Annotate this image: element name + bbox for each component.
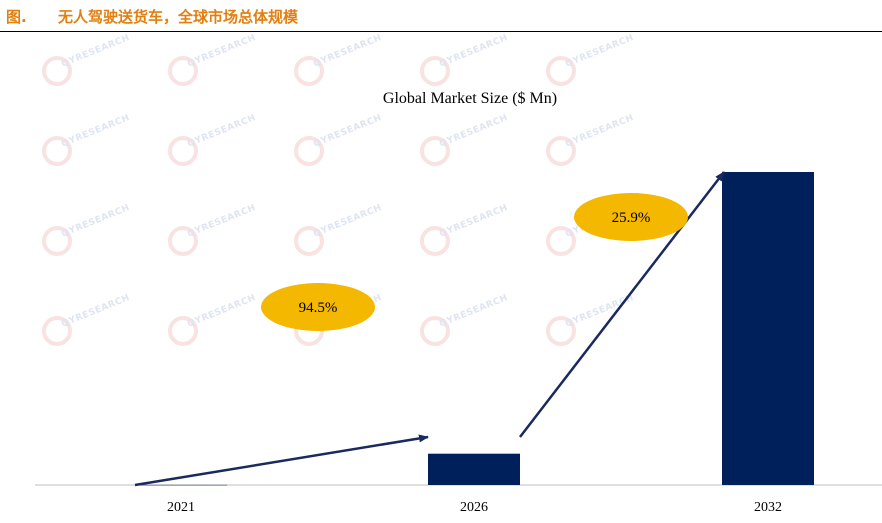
x-tick-label: 2032 xyxy=(754,500,782,515)
growth-rate-badge xyxy=(261,283,375,331)
chart-title: Global Market Size ($ Mn) xyxy=(383,90,557,107)
growth-arrow xyxy=(134,434,429,487)
growth-rate-label: 94.5% xyxy=(299,300,338,316)
bar-2026 xyxy=(428,453,520,485)
figure-header: 图. 无人驾驶送货车，全球市场总体规模 xyxy=(0,0,882,32)
growth-rate-badge xyxy=(574,193,688,241)
x-tick-label: 2021 xyxy=(167,500,195,515)
growth-arrow xyxy=(519,171,725,438)
x-tick-label: 2026 xyxy=(460,500,488,515)
growth-rate-label: 25.9% xyxy=(612,210,651,226)
figure-title: 无人驾驶送货车，全球市场总体规模 xyxy=(58,8,299,26)
header-divider xyxy=(0,31,882,32)
figure-label: 图. xyxy=(6,8,27,26)
bar-2021 xyxy=(135,484,227,486)
bar-2032 xyxy=(722,172,814,485)
